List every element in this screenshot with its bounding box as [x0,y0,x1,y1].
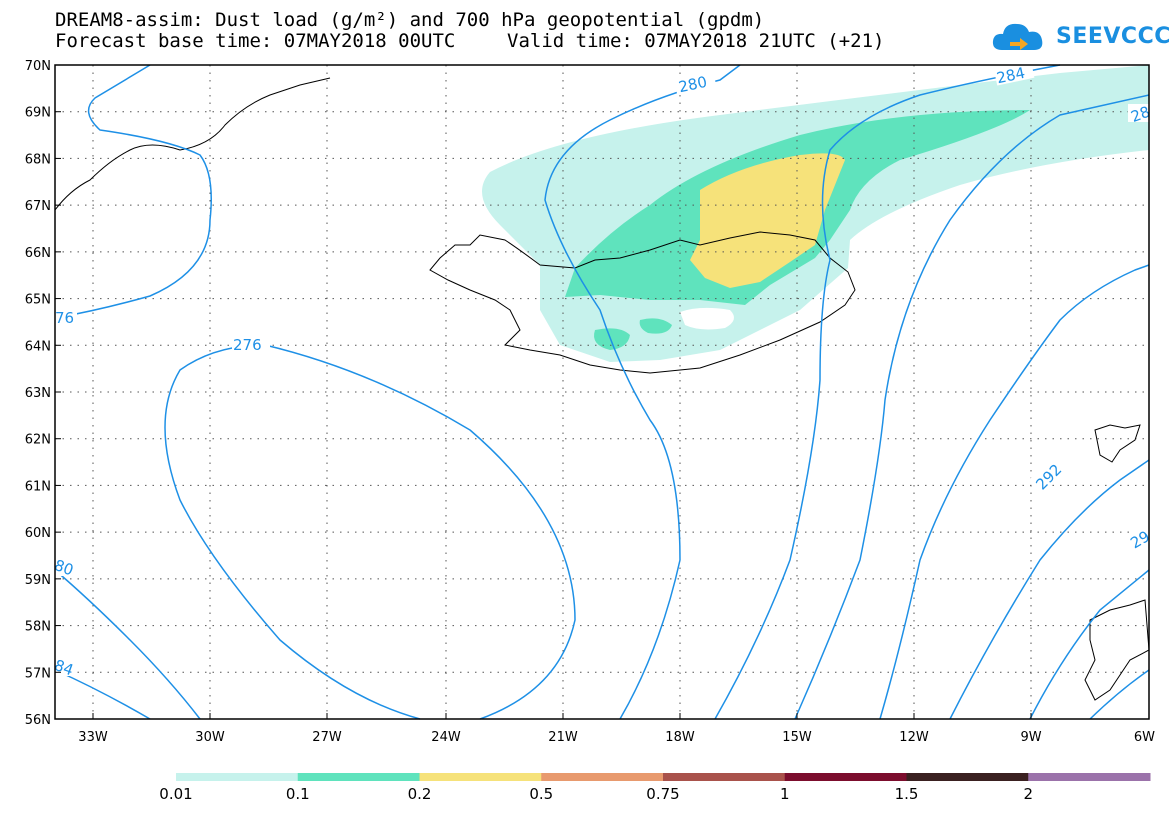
contour-292 [879,264,1150,720]
faroe-islands [1094,424,1141,463]
lat-label: 69N [25,106,51,121]
lon-label: 33W [78,730,108,745]
contour-label-280: 280 [677,73,709,97]
lat-label: 58N [25,620,51,635]
contour-280-sw [54,569,201,720]
lat-label: 56N [25,713,51,728]
lon-label: 27W [312,730,342,745]
contour-292-lower [949,459,1150,720]
logo-text: SEEVCCC [1056,24,1171,49]
colorbar-label: 1.5 [894,785,919,803]
lon-label: 18W [665,730,695,745]
lon-label: 21W [548,730,578,745]
map-title: DREAM8-assim: Dust load (g/m²) and 700 h… [55,9,765,31]
iceland-coast [429,231,856,374]
valid-time: Valid time: 07MAY2018 21UTC (+21) [507,30,885,52]
lat-label: 61N [25,479,51,494]
lat-label: 57N [25,666,51,681]
latitude-labels: 70N 69N 68N 67N 66N 65N 64N 63N 62N 61N 60N 59N 58N 5… [25,59,51,728]
lon-label: 12W [899,730,929,745]
colorbar-segment [784,773,907,781]
lat-label: 66N [25,246,51,261]
colorbar [176,773,1151,781]
lon-label: 6W [1134,730,1155,745]
lat-label: 60N [25,526,51,541]
contour-labels: 280 284 28 76 276 292 29 80 84 [52,60,1153,679]
contour-label-276: 276 [233,336,262,354]
contour-300 [1089,669,1150,720]
lat-label: 65N [25,293,51,308]
lon-label: 15W [782,730,812,745]
contour-296 [1029,569,1150,720]
colorbar-label: 0.2 [407,785,432,803]
colorbar-segment [419,773,542,781]
coastlines [54,77,1150,701]
dust-level-0.2 [690,153,845,288]
dust-patch-2 [639,318,672,334]
colorbar-label: 0.1 [285,785,310,803]
colorbar-label: 2 [1023,785,1034,803]
colorbar-segment [906,773,1029,781]
lon-label: 24W [431,730,461,745]
contour-label-288: 28 [1128,103,1152,126]
colorbar-segment [541,773,664,781]
lat-label: 70N [25,59,51,74]
colorbar-segment [663,773,786,781]
contour-label-284-sw: 84 [52,656,76,679]
dust-shading [482,65,1149,362]
cloud-icon [992,23,1043,50]
lat-label: 62N [25,433,51,448]
lon-label: 30W [195,730,225,745]
lat-label: 59N [25,573,51,588]
colorbar-segment [1028,773,1151,781]
contour-284 [714,64,1061,720]
contour-280 [544,64,741,720]
longitude-labels: 33W 30W 27W 24W 21W 18W 15W 12W 9W 6W [78,730,1155,745]
clear-patch [680,307,734,330]
colorbar-segment [297,773,420,781]
dust-patch-1 [594,328,630,350]
greenland-coast [54,77,331,211]
colorbar-label: 0.75 [646,785,680,803]
colorbar-segment [176,773,299,781]
axis-ticks [55,64,1150,720]
contour-label-276-edge: 76 [55,309,74,327]
lat-label: 63N [25,386,51,401]
seevccc-logo [990,16,1130,60]
lat-label: 64N [25,339,51,354]
contour-276-west [54,64,212,319]
contour-288 [794,94,1150,720]
contour-label-284: 284 [995,64,1027,88]
colorbar-label: 1 [779,785,790,803]
lon-label: 9W [1020,730,1041,745]
forecast-base-time: Forecast base time: 07MAY2018 00UTC [55,30,456,52]
colorbar-label: 0.5 [529,785,554,803]
lat-label: 68N [25,152,51,167]
scotland-coast [1084,599,1150,701]
contour-label-280-sw: 80 [52,556,76,579]
lat-label: 67N [25,199,51,214]
colorbar-label: 0.01 [159,785,193,803]
